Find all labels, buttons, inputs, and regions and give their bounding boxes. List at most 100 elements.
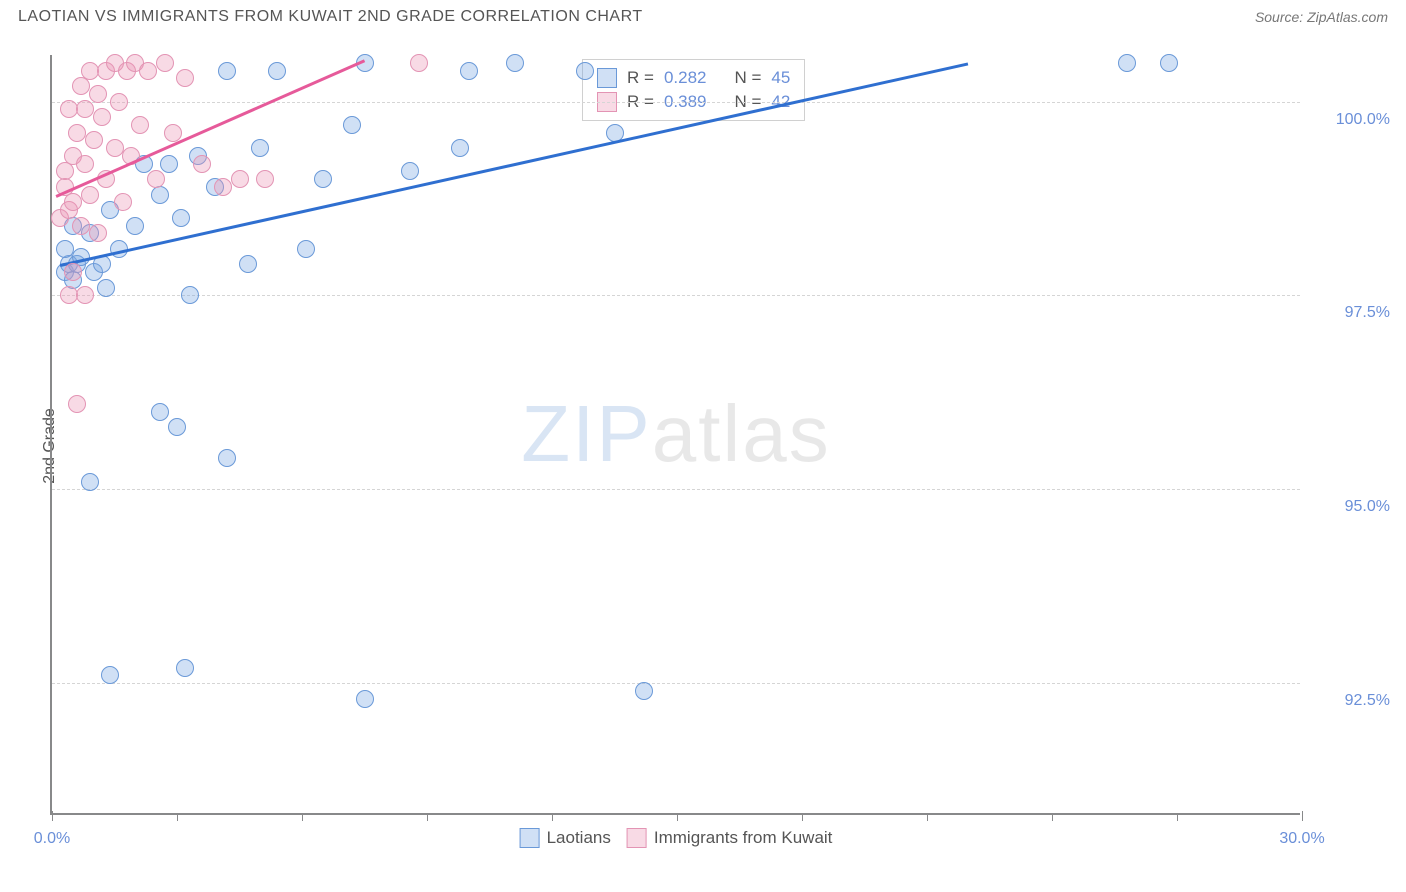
data-point-kuwait [156,54,174,72]
data-point-kuwait [76,155,94,173]
y-tick-label: 97.5% [1310,304,1390,322]
legend-r-label: R = [627,68,654,88]
data-point-laotians [239,255,257,273]
data-point-kuwait [60,286,78,304]
data-point-kuwait [93,108,111,126]
data-point-laotians [218,449,236,467]
data-point-kuwait [68,395,86,413]
correlation-legend: R =0.282N =45R =0.389N =42 [582,59,805,121]
data-point-laotians [460,62,478,80]
data-point-kuwait [214,178,232,196]
legend-swatch [520,828,540,848]
data-point-laotians [297,240,315,258]
chart-title: LAOTIAN VS IMMIGRANTS FROM KUWAIT 2ND GR… [18,8,643,26]
data-point-kuwait [89,224,107,242]
y-tick-label: 92.5% [1310,692,1390,710]
data-point-kuwait [76,100,94,118]
legend-item-kuwait: Immigrants from Kuwait [627,828,833,848]
data-point-kuwait [139,62,157,80]
data-point-laotians [160,155,178,173]
x-tick [552,813,553,821]
data-point-laotians [101,666,119,684]
data-point-laotians [356,690,374,708]
x-tick [927,813,928,821]
x-tick [677,813,678,821]
x-tick-major [52,811,53,821]
x-tick [1177,813,1178,821]
data-point-laotians [635,682,653,700]
data-point-laotians [172,209,190,227]
data-point-kuwait [60,100,78,118]
data-point-laotians [176,659,194,677]
data-point-kuwait [256,170,274,188]
legend-swatch [627,828,647,848]
data-point-kuwait [410,54,428,72]
scatter-plot: ZIPatlas R =0.282N =45R =0.389N =42 Laot… [50,55,1300,815]
x-tick-major [1302,811,1303,821]
data-point-kuwait [89,85,107,103]
data-point-laotians [314,170,332,188]
data-point-laotians [218,62,236,80]
data-point-laotians [343,116,361,134]
x-tick-label: 0.0% [34,830,70,848]
data-point-kuwait [72,217,90,235]
data-point-laotians [97,279,115,297]
x-tick-label: 30.0% [1279,830,1324,848]
gridline-h [52,683,1300,684]
y-tick-label: 100.0% [1310,111,1390,129]
legend-label: Immigrants from Kuwait [654,828,833,848]
data-point-laotians [151,186,169,204]
gridline-h [52,102,1300,103]
legend-r-value: 0.282 [664,68,707,88]
x-tick [802,813,803,821]
data-point-laotians [168,418,186,436]
data-point-kuwait [81,62,99,80]
data-point-kuwait [72,77,90,95]
data-point-kuwait [114,193,132,211]
x-tick [302,813,303,821]
data-point-kuwait [76,286,94,304]
watermark-zip: ZIP [521,389,651,478]
series-legend: Laotians Immigrants from Kuwait [520,828,833,848]
legend-label: Laotians [547,828,611,848]
data-point-kuwait [81,186,99,204]
data-point-kuwait [68,124,86,142]
data-point-kuwait [193,155,211,173]
data-point-kuwait [110,93,128,111]
data-point-kuwait [231,170,249,188]
data-point-laotians [1160,54,1178,72]
data-point-kuwait [85,131,103,149]
legend-item-laotians: Laotians [520,828,611,848]
legend-swatch [597,68,617,88]
x-tick [1052,813,1053,821]
data-point-kuwait [176,69,194,87]
watermark-atlas: atlas [652,389,831,478]
data-point-laotians [251,139,269,157]
gridline-h [52,489,1300,490]
legend-row-laotians: R = 0.282 N = 45 [597,66,790,90]
data-point-laotians [151,403,169,421]
source-attribution: Source: ZipAtlas.com [1255,9,1388,25]
data-point-kuwait [106,139,124,157]
y-tick-label: 95.0% [1310,498,1390,516]
legend-n-label: N = [734,68,761,88]
data-point-laotians [451,139,469,157]
data-point-laotians [576,62,594,80]
data-point-laotians [401,162,419,180]
data-point-kuwait [64,263,82,281]
data-point-kuwait [147,170,165,188]
data-point-laotians [81,473,99,491]
data-point-kuwait [164,124,182,142]
data-point-kuwait [64,193,82,211]
x-tick [177,813,178,821]
data-point-laotians [181,286,199,304]
data-point-laotians [126,217,144,235]
data-point-laotians [1118,54,1136,72]
data-point-laotians [56,240,74,258]
watermark-logo: ZIPatlas [521,388,830,480]
data-point-kuwait [131,116,149,134]
x-tick [427,813,428,821]
data-point-kuwait [56,162,74,180]
legend-n-value: 45 [771,68,790,88]
data-point-laotians [506,54,524,72]
